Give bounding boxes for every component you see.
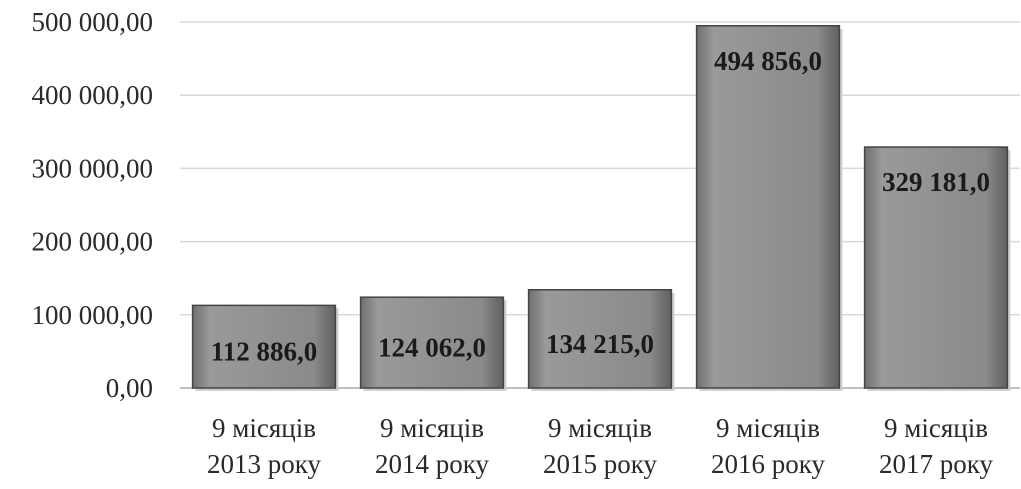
data-label: 112 886,0	[211, 337, 318, 367]
x-tick-label: 2014 року	[375, 449, 489, 479]
y-tick-label: 200 000,00	[32, 227, 154, 257]
x-tick-label: 9 місяців	[716, 413, 820, 443]
bar	[863, 146, 1009, 389]
bar	[191, 304, 337, 389]
x-tick-label: 9 місяців	[884, 413, 988, 443]
data-label: 124 062,0	[378, 333, 486, 363]
data-label: 134 215,0	[546, 329, 654, 359]
y-tick-label: 400 000,00	[32, 80, 154, 110]
data-labels: 112 886,0 124 062,0 134 215,0 494 856,0 329 …	[211, 46, 990, 367]
bar	[527, 289, 673, 389]
data-label: 494 856,0	[714, 46, 822, 76]
x-tick-label: 2017 року	[879, 449, 993, 479]
bar	[359, 296, 505, 389]
data-label: 329 181,0	[882, 167, 990, 197]
y-tick-label: 300 000,00	[32, 153, 154, 183]
y-tick-label: 100 000,00	[32, 300, 154, 330]
bar	[695, 25, 841, 389]
x-tick-label: 2016 року	[711, 449, 825, 479]
y-tick-label: 0,00	[106, 373, 153, 403]
x-tick-label: 2013 року	[207, 449, 321, 479]
x-tick-label: 9 місяців	[548, 413, 652, 443]
x-tick-label: 2015 року	[543, 449, 657, 479]
bars	[191, 25, 1011, 391]
x-tick-label: 9 місяців	[380, 413, 484, 443]
y-tick-label: 500 000,00	[32, 7, 154, 37]
axes: 0,00 100 000,00 200 000,00 300 000,00 400 00…	[32, 7, 1020, 479]
x-tick-label: 9 місяців	[212, 413, 316, 443]
